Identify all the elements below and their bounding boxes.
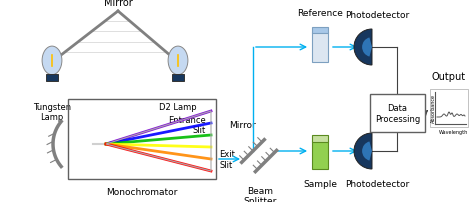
Text: Exit
Slit: Exit Slit (219, 149, 235, 169)
Bar (172, 74, 184, 82)
Ellipse shape (168, 47, 188, 75)
Text: Sample: Sample (303, 179, 337, 188)
Wedge shape (354, 30, 372, 66)
Bar (370, 95, 425, 132)
Bar (312, 28, 328, 34)
Bar (312, 135, 328, 142)
Ellipse shape (42, 47, 62, 75)
Bar (312, 33, 328, 63)
Text: Entrance
Slit: Entrance Slit (168, 115, 206, 135)
Text: Mirror: Mirror (104, 0, 132, 8)
Text: Output: Output (432, 72, 466, 82)
Text: D2 Lamp: D2 Lamp (159, 102, 197, 112)
Wedge shape (362, 142, 372, 161)
Bar (68, 100, 216, 179)
Text: Beam
Splitter: Beam Splitter (243, 186, 277, 202)
Text: Monochromator: Monochromator (106, 187, 178, 196)
Text: Photodetector: Photodetector (345, 11, 409, 20)
Wedge shape (362, 38, 372, 57)
Text: Wavelength: Wavelength (438, 129, 468, 134)
Bar (430, 89, 468, 127)
Text: Mirror: Mirror (229, 120, 256, 129)
Bar (46, 74, 58, 82)
Wedge shape (354, 133, 372, 169)
Bar (312, 141, 328, 169)
Text: Data
Processing: Data Processing (375, 104, 420, 123)
Text: Absorbance: Absorbance (430, 94, 436, 123)
Text: Reference: Reference (297, 9, 343, 18)
Text: Photodetector: Photodetector (345, 179, 409, 188)
Text: Tungsten
Lamp: Tungsten Lamp (33, 102, 71, 122)
